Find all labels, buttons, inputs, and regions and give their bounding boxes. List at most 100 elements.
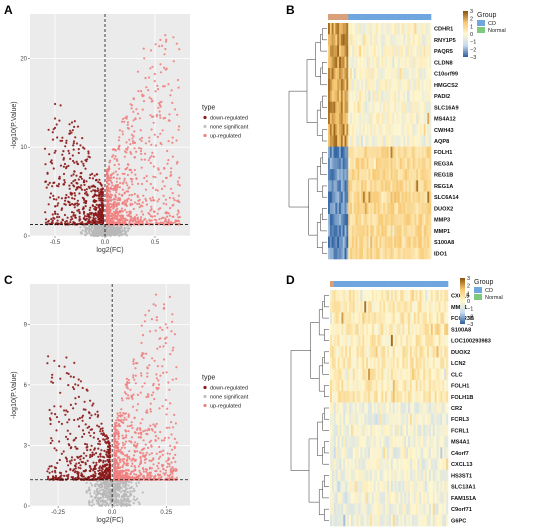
data-point <box>121 464 124 467</box>
data-point <box>124 454 127 457</box>
heatmap-cell <box>396 45 399 58</box>
data-point <box>86 426 89 429</box>
heatmap-cell <box>333 157 336 170</box>
heatmap-cell <box>408 169 412 181</box>
data-point <box>129 486 133 489</box>
heatmap-cell <box>340 45 344 58</box>
data-point <box>82 206 85 209</box>
data-point <box>60 197 64 200</box>
heatmap-cell <box>412 101 415 114</box>
data-point <box>54 149 57 152</box>
data-point <box>145 451 148 454</box>
heatmap-cell <box>412 90 415 102</box>
data-point <box>144 217 147 221</box>
data-point <box>161 365 164 368</box>
heatmap-cell <box>368 45 371 58</box>
data-point <box>108 212 111 215</box>
heatmap-cell <box>421 34 424 46</box>
heatmap-cell <box>385 23 388 35</box>
data-point <box>126 121 130 124</box>
data-point <box>150 143 153 146</box>
data-point <box>52 216 55 219</box>
data-point <box>133 130 136 133</box>
data-point <box>94 190 97 193</box>
data-point <box>73 125 76 128</box>
heatmap-cell <box>405 23 408 35</box>
data-point <box>142 213 145 216</box>
data-point <box>114 446 117 449</box>
heatmap-cell <box>366 56 369 69</box>
data-point <box>145 468 149 471</box>
data-point <box>154 329 157 332</box>
data-point <box>83 183 86 186</box>
heatmap-cell <box>348 124 351 136</box>
heatmap-cell <box>340 79 344 91</box>
data-point <box>111 184 114 187</box>
data-point <box>51 470 54 473</box>
heatmap-cell <box>399 124 402 136</box>
data-point <box>79 464 82 467</box>
heatmap-cell <box>333 124 336 136</box>
data-point <box>160 475 163 478</box>
data-point <box>131 490 134 493</box>
panel-label-a: A <box>4 3 13 17</box>
heatmap-cell <box>364 56 367 69</box>
data-point <box>121 194 124 197</box>
data-point <box>59 104 62 107</box>
heatmap-cell <box>333 101 336 114</box>
heatmap-cell <box>331 157 334 170</box>
data-point <box>78 455 81 458</box>
data-point <box>100 449 103 452</box>
data-point <box>130 441 133 444</box>
data-point <box>69 157 72 160</box>
heatmap-cell <box>373 124 377 136</box>
data-point <box>115 180 118 183</box>
data-point <box>168 295 171 298</box>
heatmap-cell <box>375 135 378 147</box>
data-point <box>123 481 126 484</box>
heatmap-cell <box>412 135 415 147</box>
heatmap-cell <box>333 169 336 181</box>
data-point <box>153 133 156 136</box>
data-point <box>59 377 62 380</box>
data-point <box>122 412 125 415</box>
heatmap-cell <box>342 34 345 46</box>
data-point <box>123 476 126 479</box>
heatmap-cell <box>407 79 410 91</box>
data-point <box>91 453 94 456</box>
data-point <box>119 469 122 472</box>
data-point <box>172 215 175 218</box>
data-point <box>67 464 70 467</box>
data-point <box>105 463 108 466</box>
data-point <box>72 159 75 163</box>
data-point <box>172 60 175 63</box>
data-point <box>165 426 168 429</box>
data-point <box>49 442 52 445</box>
heatmap-cell <box>333 45 336 58</box>
data-point <box>159 430 162 434</box>
data-point <box>121 441 124 444</box>
heatmap-cell <box>366 169 369 181</box>
heatmap-cell <box>418 169 421 181</box>
data-point <box>125 453 129 456</box>
data-point <box>58 215 61 219</box>
heatmap-cell <box>399 56 402 69</box>
data-point <box>175 441 178 444</box>
heatmap-cell <box>351 56 355 69</box>
data-point <box>167 83 170 86</box>
heatmap-cell <box>399 157 402 170</box>
heatmap-cell <box>328 157 331 170</box>
heatmap-cell <box>328 180 331 192</box>
data-point <box>110 173 113 176</box>
data-point <box>51 373 54 376</box>
data-point <box>120 496 123 499</box>
data-point <box>135 108 138 111</box>
heatmap-cell <box>385 180 388 192</box>
heatmap-cell <box>421 45 424 58</box>
panel-label-d: D <box>286 273 295 287</box>
data-point <box>176 113 179 116</box>
data-point <box>140 166 143 169</box>
heatmap-cell <box>429 56 432 69</box>
data-point <box>86 389 89 392</box>
heatmap-cell <box>418 79 421 91</box>
